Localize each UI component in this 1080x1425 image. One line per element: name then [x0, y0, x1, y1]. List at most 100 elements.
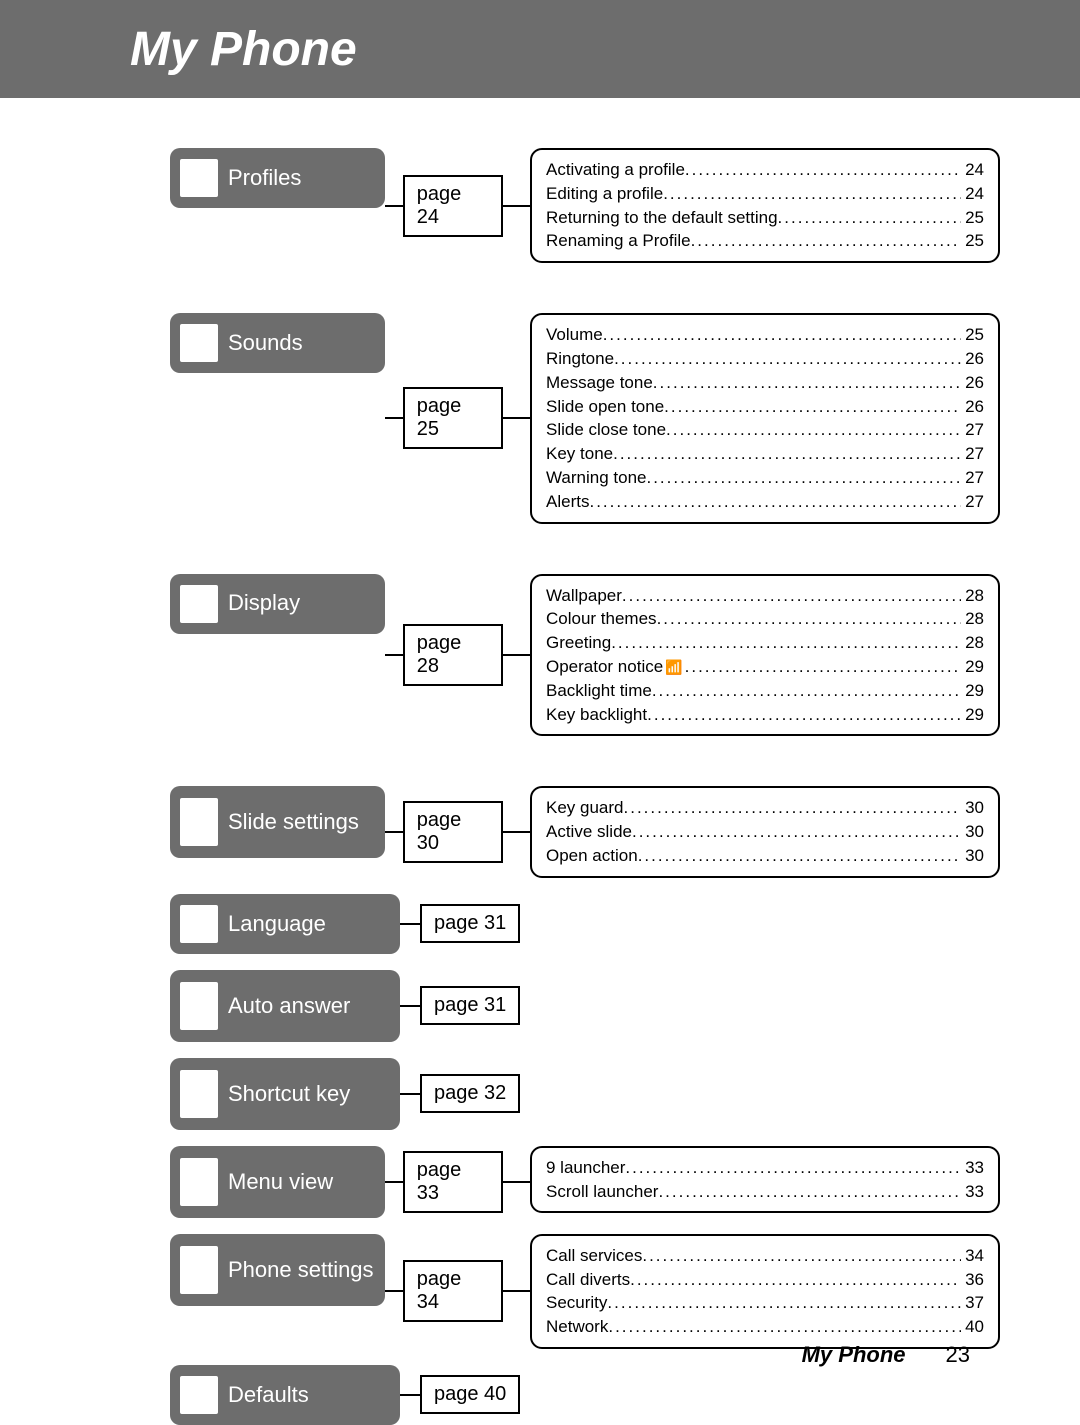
- subsection-box: Activating a profile24Editing a profile2…: [530, 148, 1000, 263]
- subsection-row[interactable]: Key tone27: [546, 442, 984, 466]
- page-ref-box[interactable]: page 31: [420, 986, 520, 1025]
- page-ref-box[interactable]: page 25: [403, 387, 503, 449]
- section-button[interactable]: Auto answer: [170, 970, 400, 1042]
- section-icon: [180, 1158, 218, 1206]
- subsection-row[interactable]: Editing a profile24: [546, 182, 984, 206]
- subsection-row[interactable]: Colour themes28: [546, 607, 984, 631]
- leader-dots: [652, 679, 961, 703]
- leader-dots: [608, 1315, 961, 1339]
- connector-line: [400, 1093, 420, 1095]
- subsection-label: Key backlight: [546, 703, 647, 727]
- connector-line: [385, 831, 403, 833]
- subsection-row[interactable]: 9 launcher33: [546, 1156, 984, 1180]
- section-icon: [180, 798, 218, 846]
- leader-dots: [778, 206, 962, 230]
- subsection-row[interactable]: Key guard30: [546, 796, 984, 820]
- subsection-page: 37: [961, 1291, 984, 1315]
- leader-dots: [658, 1180, 961, 1204]
- section-icon: [180, 159, 218, 197]
- subsection-row[interactable]: Message tone26: [546, 371, 984, 395]
- page-ref-box[interactable]: page 30: [403, 801, 503, 863]
- section-button[interactable]: Profiles: [170, 148, 385, 208]
- page-ref-box[interactable]: page 24: [403, 175, 503, 237]
- subsection-row[interactable]: Wallpaper28: [546, 584, 984, 608]
- subsection-row[interactable]: Activating a profile24: [546, 158, 984, 182]
- leader-dots: [624, 796, 962, 820]
- section-label: Defaults: [228, 1382, 309, 1408]
- page-ref-box[interactable]: page 28: [403, 624, 503, 686]
- section-button[interactable]: Sounds: [170, 313, 385, 373]
- subsection-row[interactable]: Volume25: [546, 323, 984, 347]
- footer-title: My Phone: [802, 1342, 906, 1368]
- footer-page-number: 23: [946, 1342, 970, 1368]
- section-button[interactable]: Shortcut key: [170, 1058, 400, 1130]
- subsection-label: Colour themes: [546, 607, 657, 631]
- section-button[interactable]: Phone settings: [170, 1234, 385, 1306]
- subsection-row[interactable]: Slide open tone26: [546, 395, 984, 419]
- connector-line: [385, 1290, 403, 1292]
- leader-dots: [685, 158, 961, 182]
- section-button[interactable]: Language: [170, 894, 400, 954]
- connector-line: [385, 205, 403, 207]
- subsection-label: Open action: [546, 844, 638, 868]
- toc-content: Profiles page 24 Activating a profile24Edi…: [0, 98, 1080, 1425]
- subsection-row[interactable]: Slide close tone27: [546, 418, 984, 442]
- subsection-row[interactable]: Returning to the default setting25: [546, 206, 984, 230]
- subsection-row[interactable]: Backlight time29: [546, 679, 984, 703]
- section-button[interactable]: Menu view: [170, 1146, 385, 1218]
- leader-dots: [638, 844, 961, 868]
- subsection-row[interactable]: Alerts 27: [546, 490, 984, 514]
- subsection-label: Network: [546, 1315, 608, 1339]
- subsection-page: 24: [961, 182, 984, 206]
- leader-dots: [589, 490, 961, 514]
- subsection-label: Key tone: [546, 442, 613, 466]
- subsection-label: Alerts: [546, 490, 589, 514]
- leader-dots: [685, 655, 961, 679]
- subsection-row[interactable]: Ringtone 26: [546, 347, 984, 371]
- section-icon: [180, 1246, 218, 1294]
- subsection-row[interactable]: Key backlight29: [546, 703, 984, 727]
- subsection-row[interactable]: Warning tone27: [546, 466, 984, 490]
- section-label: Sounds: [228, 330, 303, 356]
- leader-dots: [646, 466, 961, 490]
- subsection-page: 30: [961, 796, 984, 820]
- leader-dots: [632, 820, 961, 844]
- connector-line: [503, 1290, 530, 1292]
- subsection-row[interactable]: Open action 30: [546, 844, 984, 868]
- subsection-row[interactable]: Renaming a Profile25: [546, 229, 984, 253]
- page-ref-box[interactable]: page 31: [420, 904, 520, 943]
- leader-dots: [625, 1156, 961, 1180]
- subsection-label: Ringtone: [546, 347, 614, 371]
- subsection-page: 30: [961, 844, 984, 868]
- page-ref-box[interactable]: page 33: [403, 1151, 503, 1213]
- subsection-box: Wallpaper28Colour themes28Greeting28Oper…: [530, 574, 1000, 737]
- subsection-label: Security: [546, 1291, 607, 1315]
- subsection-row[interactable]: Scroll launcher33: [546, 1180, 984, 1204]
- subsection-page: 27: [961, 490, 984, 514]
- toc-row: Displaypage 28Wallpaper28Colour themes28…: [170, 574, 1000, 737]
- subsection-row[interactable]: Call diverts36: [546, 1268, 984, 1292]
- subsection-row[interactable]: Active slide30: [546, 820, 984, 844]
- leader-dots: [663, 182, 961, 206]
- subsection-row[interactable]: Operator notice📶29: [546, 655, 984, 679]
- connector-line: [400, 1394, 420, 1396]
- leader-dots: [666, 418, 961, 442]
- page-ref-box[interactable]: page 32: [420, 1074, 520, 1113]
- subsection-row[interactable]: Network40: [546, 1315, 984, 1339]
- leader-dots: [691, 229, 962, 253]
- subsection-row[interactable]: Greeting28: [546, 631, 984, 655]
- subsection-page: 26: [961, 347, 984, 371]
- subsection-label: Scroll launcher: [546, 1180, 658, 1204]
- section-button[interactable]: Slide settings: [170, 786, 385, 858]
- page-ref-box[interactable]: page 34: [403, 1260, 503, 1322]
- subsection-page: 25: [961, 206, 984, 230]
- subsection-row[interactable]: Call services34: [546, 1244, 984, 1268]
- subsection-label: Warning tone: [546, 466, 646, 490]
- subsection-page: 30: [961, 820, 984, 844]
- subsection-row[interactable]: Security 37: [546, 1291, 984, 1315]
- page-ref-box[interactable]: page 40: [420, 1375, 520, 1414]
- subsection-page: 28: [961, 631, 984, 655]
- section-button[interactable]: Defaults: [170, 1365, 400, 1425]
- section-button[interactable]: Display: [170, 574, 385, 634]
- section-label: Display: [228, 590, 300, 616]
